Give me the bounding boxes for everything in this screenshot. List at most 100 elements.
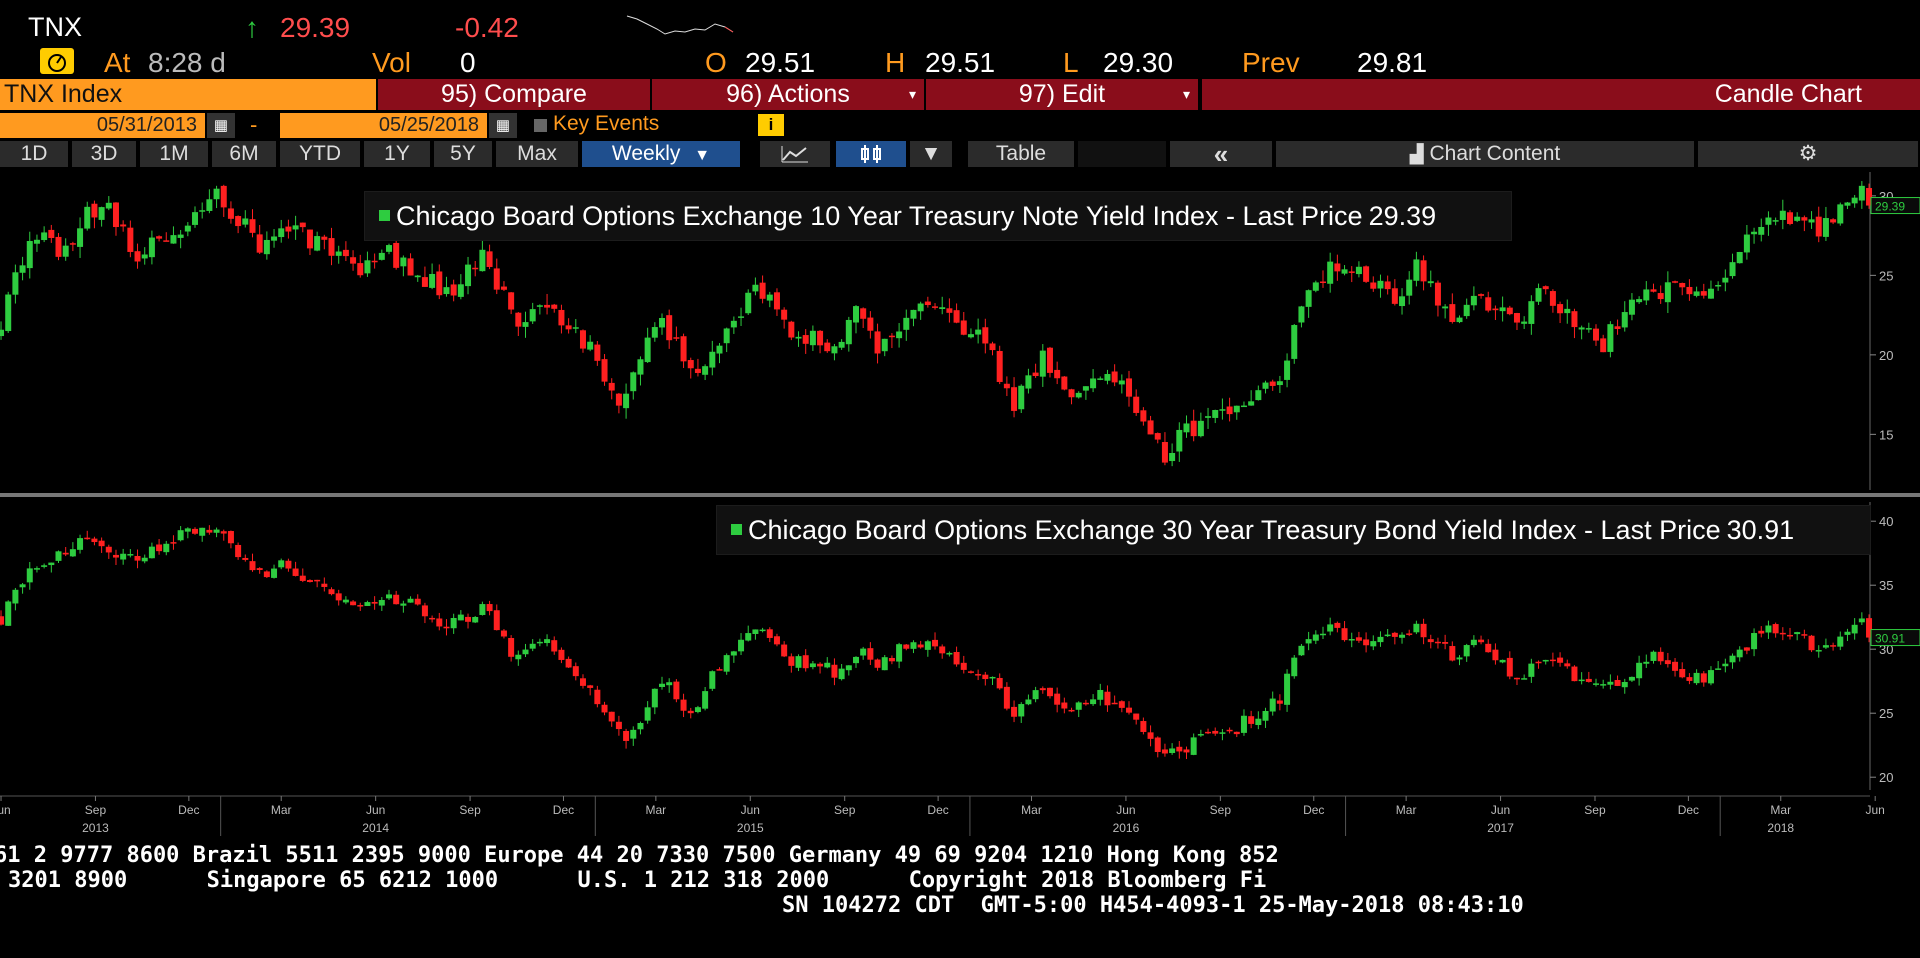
security-field[interactable]: TNX Index [0, 79, 376, 110]
candle-body [1470, 295, 1477, 306]
chart-type-button[interactable]: Candle Chart [1202, 79, 1920, 110]
line-chart-icon[interactable] [760, 141, 832, 167]
candle [824, 657, 831, 669]
x-tick-label: Jun [0, 803, 11, 817]
candle [1463, 643, 1470, 662]
candle-body [1054, 693, 1061, 705]
candle-body [716, 669, 723, 671]
candle [1736, 251, 1743, 264]
candle-body [881, 338, 888, 352]
candle-body [1233, 731, 1240, 735]
start-date-field[interactable]: 05/31/2013 [0, 113, 205, 138]
table-button[interactable]: Table [968, 141, 1076, 167]
candle-body [421, 605, 428, 617]
range-tab-ytd[interactable]: YTD [280, 141, 362, 167]
candle-body [371, 260, 378, 263]
candle-body [1528, 663, 1535, 677]
legend-30y[interactable]: Chicago Board Options Exchange 30 Year T… [716, 505, 1871, 555]
candle-body [1700, 291, 1707, 296]
candle-body [48, 562, 55, 566]
candle [1801, 629, 1808, 639]
info-icon[interactable]: i [758, 114, 784, 136]
candle [651, 688, 658, 715]
candle-body [1161, 442, 1168, 463]
key-events-checkbox[interactable] [534, 119, 547, 132]
candle-body [1686, 286, 1693, 295]
actions-button[interactable]: 96) Actions ▾ [652, 79, 924, 110]
candle-body [1327, 261, 1334, 284]
candle [134, 549, 141, 569]
candle-body [91, 538, 98, 543]
candle-body [127, 554, 134, 556]
candle [1521, 316, 1528, 329]
candle-chart-icon[interactable] [836, 141, 908, 167]
candle [127, 220, 134, 258]
candle [206, 189, 213, 214]
candle [702, 364, 709, 381]
candle [1406, 271, 1413, 305]
candle-body [429, 273, 436, 288]
range-tab-6m[interactable]: 6M [212, 141, 278, 167]
period-weekly-dropdown[interactable]: Weekly ▼ [582, 141, 742, 167]
candle-body [26, 568, 33, 583]
collapse-toolbar-icon[interactable]: « [1170, 141, 1274, 167]
candle-body [1161, 749, 1168, 754]
candle-body [982, 327, 989, 344]
candle-body [773, 292, 780, 310]
candle [285, 558, 292, 572]
candle [1126, 370, 1133, 407]
candle [1212, 409, 1219, 424]
candle-body [26, 241, 33, 269]
candle-body [1729, 262, 1736, 277]
candle [687, 707, 694, 719]
series-color-swatch [379, 210, 390, 222]
range-tab-max[interactable]: Max [496, 141, 580, 167]
candle-body [1420, 623, 1427, 638]
candle-body [1535, 288, 1542, 302]
candle [1427, 270, 1434, 288]
candle-body [723, 655, 730, 672]
range-tab-1y[interactable]: 1Y [364, 141, 432, 167]
edit-button[interactable]: 97) Edit ▾ [926, 79, 1198, 110]
settings-gear-icon[interactable]: ⚙ [1698, 141, 1920, 167]
candle-body [479, 249, 486, 272]
candle-body [1499, 307, 1506, 312]
range-tab-1m[interactable]: 1M [140, 141, 210, 167]
candle-body [1068, 389, 1075, 398]
candle-body [594, 689, 601, 705]
range-tab-3d[interactable]: 3D [72, 141, 138, 167]
x-tick-label: Sep [1584, 803, 1606, 817]
candle [1593, 678, 1600, 687]
candle [357, 254, 364, 278]
candle [148, 542, 155, 559]
candle [1542, 285, 1549, 295]
candle-body [1751, 633, 1758, 650]
candle-body [709, 671, 716, 689]
candle [1679, 662, 1686, 679]
speedometer-icon[interactable] [40, 48, 74, 74]
candle [33, 566, 40, 573]
candle-body [1851, 624, 1858, 634]
candle-body [1011, 706, 1018, 717]
open-label: O [705, 47, 727, 78]
range-tab-5y[interactable]: 5Y [434, 141, 494, 167]
chart-content-button[interactable]: ▟ Chart Content [1276, 141, 1696, 167]
candle-body [156, 544, 163, 552]
legend-10y[interactable]: Chicago Board Options Exchange 10 Year T… [364, 191, 1512, 241]
compare-button[interactable]: 95) Compare [378, 79, 650, 110]
candle-body [1700, 673, 1707, 683]
candle [1205, 407, 1212, 429]
calendar-icon[interactable]: ▦ [207, 113, 235, 138]
candle [1822, 206, 1829, 242]
candle-body [192, 212, 199, 225]
calendar-icon[interactable]: ▦ [489, 113, 517, 138]
candle-body [824, 342, 831, 352]
candle-body [98, 540, 105, 547]
range-tab-1d[interactable]: 1D [0, 141, 70, 167]
end-date-field[interactable]: 05/25/2018 [280, 113, 487, 138]
candle [1621, 678, 1628, 694]
chart-style-dropdown-icon[interactable]: ▼ [910, 141, 954, 167]
candle [982, 318, 989, 354]
candle-body [235, 216, 242, 227]
